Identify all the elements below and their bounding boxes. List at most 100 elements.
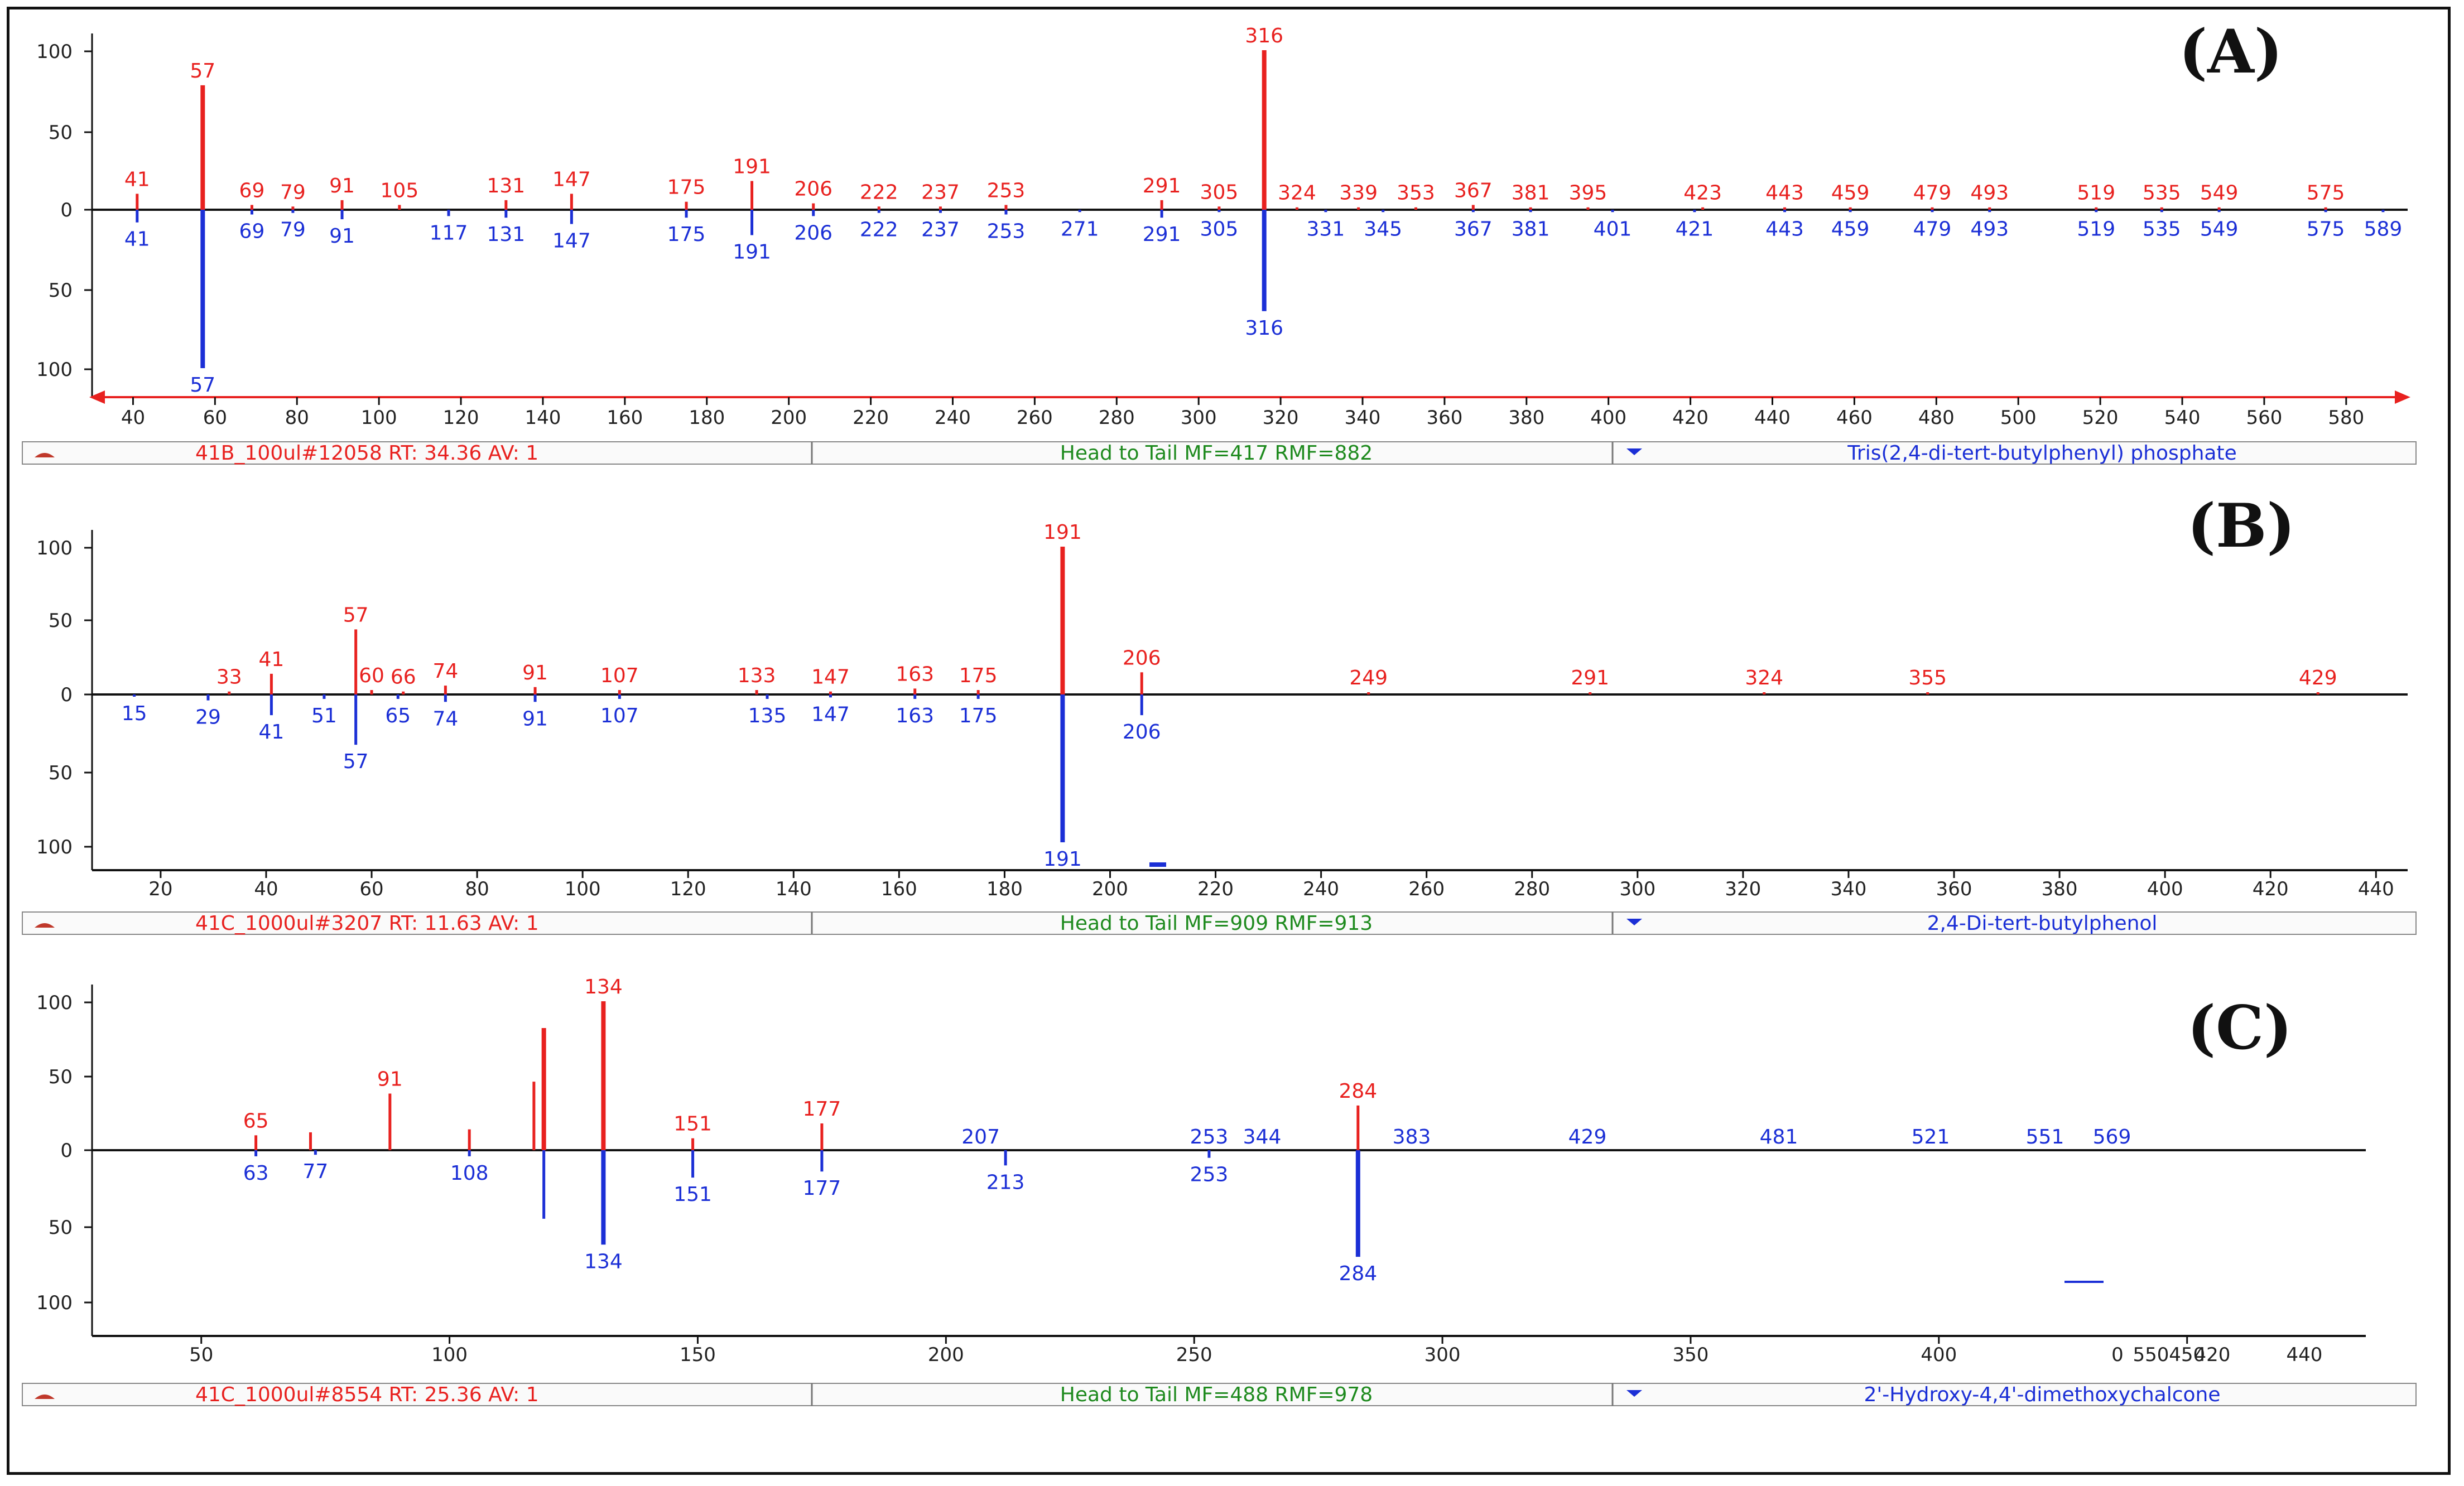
panel-label: (A) — [2179, 17, 2283, 87]
x-tick-label: 420 — [1672, 407, 1709, 429]
status-right-text: Tris(2,4-di-tert-butylphenyl) phosphate — [1847, 442, 2237, 465]
x-tick-label: 280 — [1099, 407, 1135, 429]
y-tick-label: 0 — [60, 684, 73, 706]
peak-label-lower: 65 — [385, 705, 411, 727]
y-tick-label: 100 — [36, 992, 73, 1014]
peak-label-lower: 79 — [280, 219, 306, 242]
peak-label-lower: 519 — [2077, 218, 2115, 240]
peak-label-upper: 459 — [1831, 182, 1870, 205]
x-tick-label: 580 — [2328, 407, 2364, 429]
y-tick-label: 50 — [49, 1066, 73, 1088]
status-right-icon — [1626, 448, 1642, 455]
status-left-text: 41C_1000ul#3207 RT: 11.63 AV: 1 — [195, 912, 539, 935]
peak-label-lower: 77 — [302, 1160, 328, 1183]
x-tick-label: 80 — [465, 878, 489, 900]
x-tick-label: 340 — [1830, 878, 1866, 900]
peak-label-lower: 191 — [1043, 848, 1082, 871]
peak-label-upper: 41 — [259, 648, 285, 671]
peak-label-lower: 213 — [986, 1171, 1025, 1194]
x-tick-label: 180 — [986, 878, 1023, 900]
peak-label-upper: 91 — [522, 662, 548, 684]
peak-label-upper: 353 — [1397, 182, 1435, 205]
baseline-label: 253 — [1190, 1126, 1229, 1149]
peak-label-upper: 177 — [803, 1098, 841, 1121]
peak-label-lower: 291 — [1143, 223, 1181, 246]
y-tick-label: 50 — [49, 1217, 73, 1239]
status-bar — [22, 441, 2417, 465]
peak-label-lower: 69 — [239, 220, 265, 243]
peak-label-lower: 206 — [794, 221, 832, 244]
x-axis-arrow-left — [89, 390, 105, 404]
peak-label-upper: 395 — [1569, 182, 1608, 205]
x-tick-label: 200 — [928, 1344, 964, 1366]
x-tick-label: 200 — [771, 407, 807, 429]
peak-label-upper: 316 — [1245, 25, 1283, 47]
x-tick-label: 360 — [1426, 407, 1462, 429]
baseline-label: 521 — [1912, 1126, 1950, 1149]
x-tick-label: 380 — [1508, 407, 1544, 429]
y-tick-label: 50 — [49, 610, 73, 632]
x-tick-label: 320 — [1725, 878, 1761, 900]
x-tick-label: 100 — [565, 878, 601, 900]
x-tick-label: 440 — [2358, 878, 2394, 900]
x-tick-label: 120 — [443, 407, 479, 429]
x-tick-label: 220 — [1197, 878, 1234, 900]
peak-label-upper: 291 — [1571, 667, 1609, 689]
peak-label-upper: 57 — [190, 60, 215, 83]
x-tick-label: 540 — [2164, 407, 2201, 429]
peak-label-lower: 134 — [584, 1250, 623, 1273]
x-tick-label: 160 — [607, 407, 643, 429]
panel-label: (B) — [2187, 491, 2295, 561]
x-tick-label: 400 — [2147, 878, 2183, 900]
status-mid-text: Head to Tail MF=909 RMF=913 — [1060, 912, 1373, 935]
x-tick-label: 180 — [689, 407, 725, 429]
peak-label-lower: 575 — [2307, 218, 2345, 240]
x-tick-label: 560 — [2246, 407, 2282, 429]
peak-label-upper: 175 — [667, 176, 706, 199]
peak-label-upper: 134 — [584, 976, 623, 998]
peak-label-upper: 191 — [733, 156, 771, 178]
peak-label-lower: 147 — [552, 230, 591, 253]
peak-label-upper: 284 — [1339, 1080, 1377, 1103]
peak-label-upper: 339 — [1339, 182, 1378, 205]
x-tick-label: 480 — [1918, 407, 1955, 429]
peak-label-upper: 291 — [1143, 175, 1181, 197]
peak-label-lower: 117 — [430, 221, 468, 244]
peak-label-upper: 147 — [552, 168, 591, 191]
peak-label-lower: 206 — [1123, 721, 1161, 744]
peak-label-lower: 331 — [1307, 218, 1345, 240]
peak-label-lower: 381 — [1512, 218, 1550, 240]
peak-label-lower: 57 — [190, 374, 215, 397]
x-tick-label: 260 — [1408, 878, 1445, 900]
peak-label-lower: 443 — [1765, 218, 1804, 240]
x-tick-label: 60 — [203, 407, 227, 429]
x-tick-label: 300 — [1424, 1344, 1461, 1366]
x-tick-label: 300 — [1181, 407, 1217, 429]
figure-frame — [7, 7, 2451, 1475]
x-tick-label: 550 — [2133, 1344, 2169, 1366]
peak-label-lower: 535 — [2143, 218, 2181, 240]
x-tick-label: 150 — [680, 1344, 716, 1366]
peak-label-upper: 519 — [2077, 182, 2115, 205]
x-tick-label: 280 — [1514, 878, 1550, 900]
status-bar — [22, 1383, 2417, 1406]
x-tick-label: 220 — [853, 407, 889, 429]
peak-label-lower: 131 — [487, 223, 525, 246]
peak-label-upper: 324 — [1278, 182, 1316, 205]
x-tick-label: 440 — [1754, 407, 1791, 429]
peak-label-upper: 479 — [1913, 182, 1952, 205]
y-tick-label: 100 — [36, 359, 73, 381]
peak-label-lower: 175 — [667, 223, 706, 246]
x-tick-label: 100 — [361, 407, 397, 429]
x-tick-label: 400 — [1590, 407, 1626, 429]
x-tick-label: 120 — [670, 878, 706, 900]
peak-label-lower: 15 — [122, 702, 147, 725]
peak-label-lower: 57 — [343, 750, 369, 773]
x-tick-label: 240 — [1303, 878, 1339, 900]
x-axis-arrow-right — [2395, 390, 2410, 404]
peak-label-lower: 589 — [2364, 218, 2403, 240]
peak-label-upper: 33 — [216, 666, 242, 689]
baseline-label: 481 — [1760, 1126, 1798, 1149]
panel-label: (C) — [2187, 993, 2292, 1063]
peak-label-lower: 316 — [1245, 317, 1283, 340]
